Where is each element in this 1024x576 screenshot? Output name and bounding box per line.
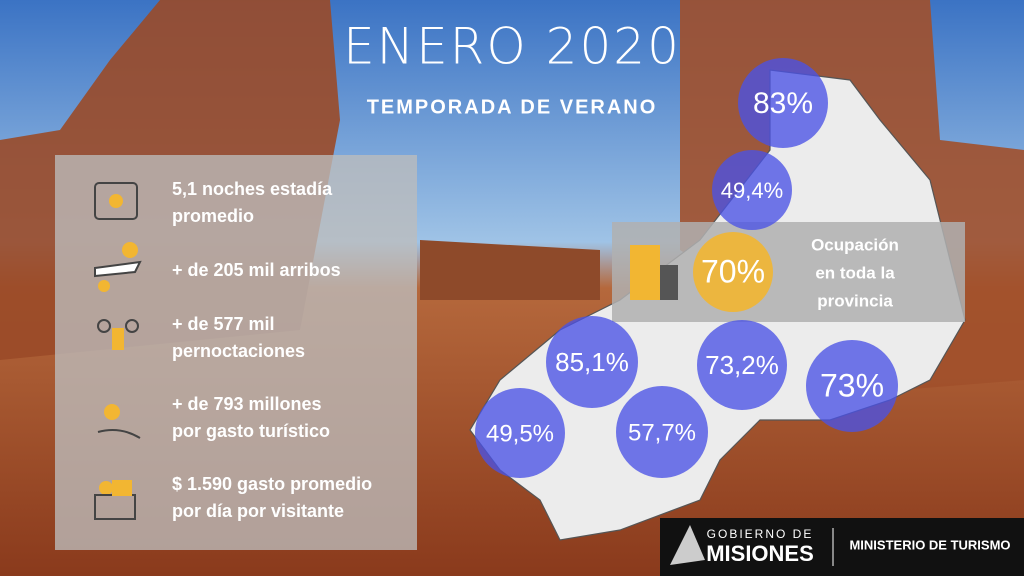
org-top: GOBIERNO DE [707, 527, 814, 541]
icons [94, 182, 142, 520]
region-value: 49,5% [486, 420, 554, 447]
footer [660, 518, 1024, 576]
region-bubble [475, 388, 565, 478]
region-bubble [712, 150, 792, 230]
region-value: 73,2% [705, 350, 779, 380]
region-bubble [616, 386, 708, 478]
stat-text: pernoctaciones [172, 341, 305, 361]
stat-text: por gasto turístico [172, 421, 330, 441]
region-value: 57,7% [628, 419, 696, 446]
region-value: 73% [820, 367, 884, 403]
subtitle: TEMPORADA DE VERANO [367, 96, 658, 118]
org-name: MISIONES [706, 541, 814, 566]
title: ENERO 2020 [343, 18, 681, 76]
logo-icon [670, 525, 705, 565]
stat-text: + de 205 mil arribos [172, 260, 341, 280]
stat-text: + de 577 mil [172, 314, 275, 334]
stat-text: por día por visitante [172, 501, 344, 521]
region-bubble [546, 316, 638, 408]
stat-text: 5,1 noches estadía [172, 179, 333, 199]
province-text: en toda la [815, 263, 895, 282]
region-bubble [806, 340, 898, 432]
region-value: 85,1% [555, 347, 629, 377]
region-value: 49,4% [721, 178, 783, 203]
region-bubble [738, 58, 828, 148]
province-bubble [693, 232, 773, 312]
province-value: 70% [701, 253, 765, 289]
ruin-far [420, 240, 600, 300]
stat-text: promedio [172, 206, 254, 226]
region-bubble [697, 320, 787, 410]
stat-text: + de 793 millones [172, 394, 322, 414]
ministry: MINISTERIO DE TURISMO [849, 537, 1010, 552]
hotel-icon [630, 245, 678, 300]
stat-text: $ 1.590 gasto promedio [172, 474, 372, 494]
province-text: provincia [817, 291, 893, 310]
province-text: Ocupación [811, 235, 899, 254]
region-value: 83% [753, 87, 813, 120]
